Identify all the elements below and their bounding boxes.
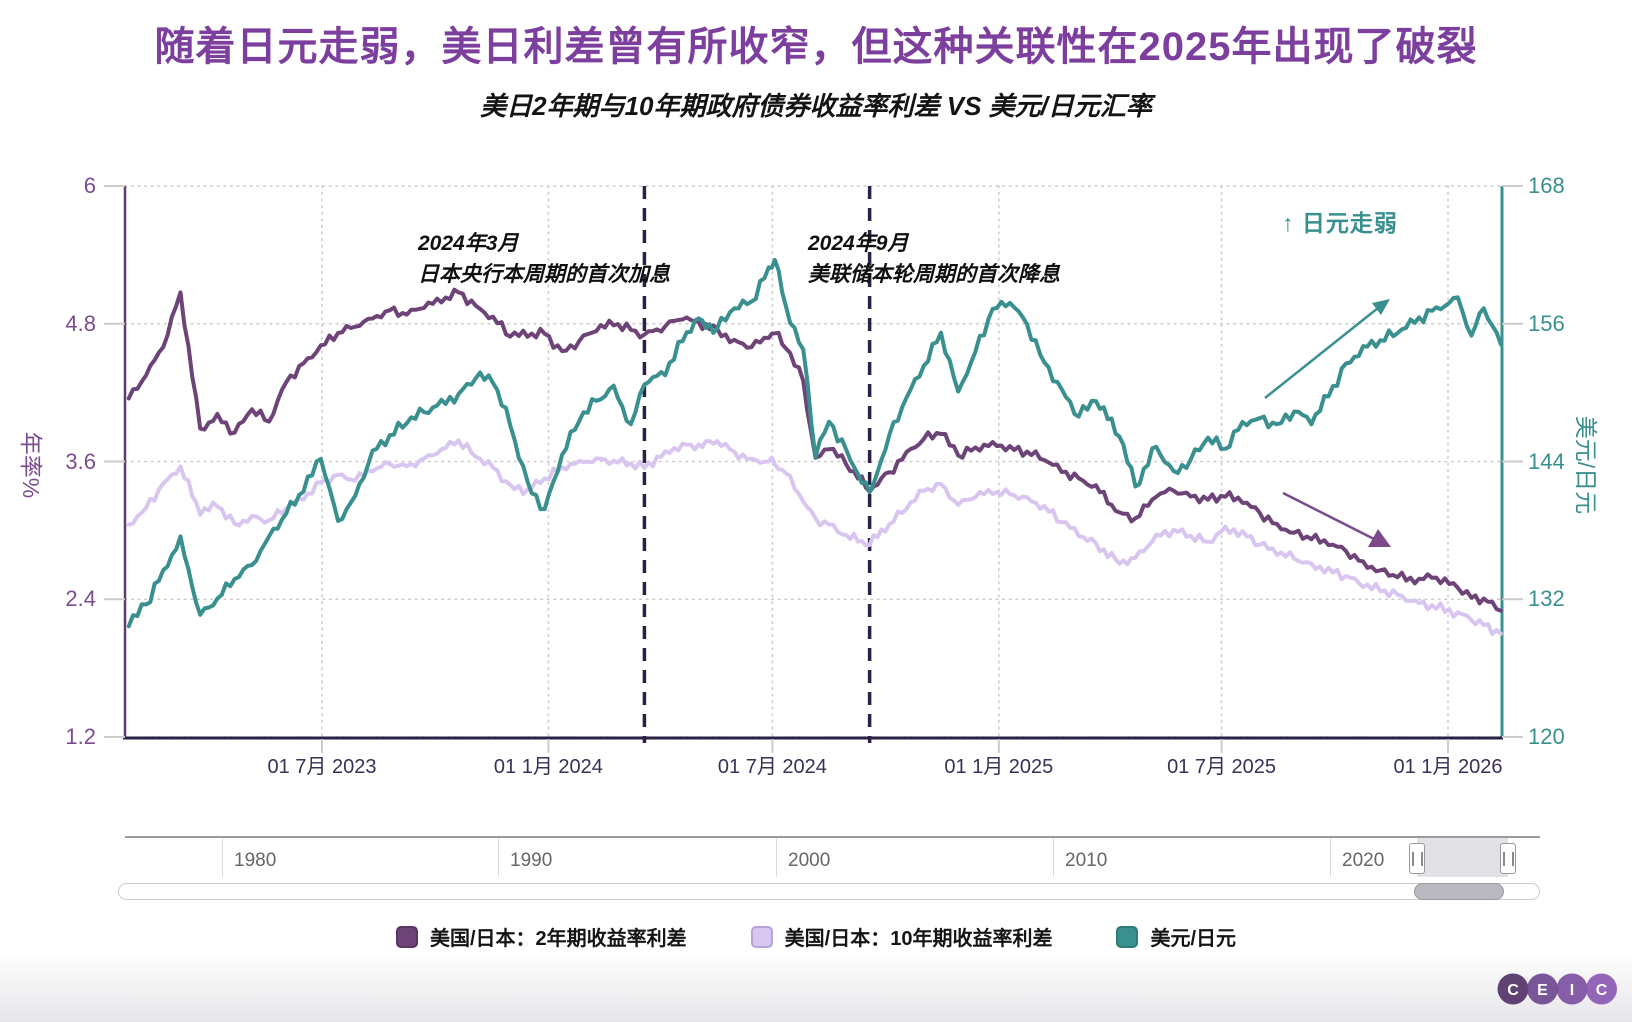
handle-grip-icon bbox=[1502, 851, 1514, 866]
x-tick-label: 01 1月 2025 bbox=[944, 756, 1054, 778]
chart-legend: 美国/日本：2年期收益率利差 美国/日本：10年期收益率利差 美元/日元 bbox=[0, 922, 1632, 951]
navigator-right-handle[interactable] bbox=[1500, 843, 1516, 874]
annotation-yen-weakening: ↑ 日元走弱 bbox=[1282, 210, 1398, 236]
navigator-separator bbox=[1330, 838, 1331, 877]
legend-item-2y-spread[interactable]: 美国/日本：2年期收益率利差 bbox=[395, 922, 687, 951]
right-tick-label: 168 bbox=[1528, 173, 1565, 198]
spread-narrowing-arrow bbox=[1282, 491, 1375, 541]
navigator-year-label: 1980 bbox=[234, 850, 277, 871]
navigator-year-label: 2010 bbox=[1065, 850, 1108, 871]
spread-narrowing-arrowhead bbox=[1368, 529, 1391, 547]
page-title: 随着日元走弱，美日利差曾有所收窄，但这种关联性在2025年出现了破裂 bbox=[154, 25, 1478, 69]
legend-label: 美元/日元 bbox=[1150, 928, 1237, 950]
left-tick-label: 1.2 bbox=[65, 724, 96, 749]
page-subtitle: 美日2年期与10年期政府债券收益率利差 VS 美元/日元汇率 bbox=[480, 91, 1152, 121]
logo-letter: E bbox=[1537, 982, 1548, 999]
x-tick-label: 01 1月 2026 bbox=[1393, 756, 1503, 778]
navigator-scrollbar-thumb[interactable] bbox=[1414, 883, 1504, 900]
logo-letter: C bbox=[1596, 982, 1608, 999]
navigator-year-label: 1990 bbox=[510, 850, 553, 871]
x-tick-label: 01 1月 2024 bbox=[493, 756, 603, 778]
logo-letter: C bbox=[1507, 982, 1519, 999]
legend-item-usdjpy[interactable]: 美元/日元 bbox=[1116, 922, 1236, 951]
logo-circle bbox=[1586, 973, 1617, 1005]
legend-swatch-icon bbox=[395, 925, 418, 948]
navigator-separator bbox=[222, 838, 223, 877]
navigator-separator bbox=[1053, 838, 1054, 877]
right-tick-label: 120 bbox=[1528, 724, 1565, 749]
navigator-separator bbox=[776, 838, 777, 877]
annotation-boj-line2: 日本央行本周期的首次加息 bbox=[418, 263, 670, 286]
legend-swatch-icon bbox=[750, 925, 773, 948]
legend-label: 美国/日本：2年期收益率利差 bbox=[429, 928, 687, 950]
x-tick-label: 01 7月 2023 bbox=[267, 756, 377, 778]
yen-weak-arrow bbox=[1264, 307, 1379, 399]
series-line-10y-spread bbox=[126, 438, 1503, 637]
logo-circle bbox=[1497, 973, 1529, 1005]
annotation-boj-first-hike: 2024年3月 日本央行本周期的首次加息 bbox=[418, 228, 670, 290]
left-tick-label: 4.8 bbox=[65, 310, 96, 336]
logo-circle bbox=[1527, 973, 1558, 1005]
navigator-year-label: 2020 bbox=[1342, 850, 1385, 871]
right-tick-label: 132 bbox=[1528, 586, 1565, 612]
legend-label: 美国/日本：10年期收益率利差 bbox=[784, 928, 1053, 950]
x-tick-label: 01 7月 2024 bbox=[717, 756, 827, 778]
annotation-boj-line1: 2024年3月 bbox=[418, 232, 519, 255]
handle-grip-icon bbox=[1411, 851, 1423, 866]
navigator-top-border bbox=[125, 836, 1540, 838]
navigator-selected-range[interactable] bbox=[1417, 838, 1508, 877]
yen-weak-arrowhead bbox=[1372, 299, 1390, 315]
logo-letter: I bbox=[1570, 982, 1574, 999]
series-line-2y-spread bbox=[126, 287, 1503, 613]
left-tick-label: 3.6 bbox=[65, 448, 96, 474]
right-tick-label: 144 bbox=[1528, 448, 1565, 474]
right-tick-label: 156 bbox=[1528, 310, 1565, 336]
x-tick-label: 01 7月 2025 bbox=[1167, 756, 1277, 778]
navigator-year-label: 2000 bbox=[788, 850, 831, 871]
logo-circle bbox=[1556, 973, 1588, 1005]
series-line-usdjpy bbox=[126, 258, 1503, 629]
left-tick-label: 6 bbox=[83, 173, 96, 198]
navigator-separator bbox=[498, 838, 499, 877]
annotation-fed-line1: 2024年9月 bbox=[808, 232, 909, 255]
navigator-scrollbar-track[interactable] bbox=[118, 883, 1540, 900]
annotation-fed-first-cut: 2024年9月 美联储本轮周期的首次降息 bbox=[808, 228, 1060, 290]
left-tick-label: 2.4 bbox=[65, 586, 96, 612]
legend-swatch-icon bbox=[1116, 925, 1139, 948]
footer-gradient bbox=[0, 952, 1632, 1022]
legend-item-10y-spread[interactable]: 美国/日本：10年期收益率利差 bbox=[750, 922, 1053, 951]
annotation-fed-line2: 美联储本轮周期的首次降息 bbox=[808, 263, 1060, 286]
navigator-left-handle[interactable] bbox=[1409, 843, 1425, 874]
